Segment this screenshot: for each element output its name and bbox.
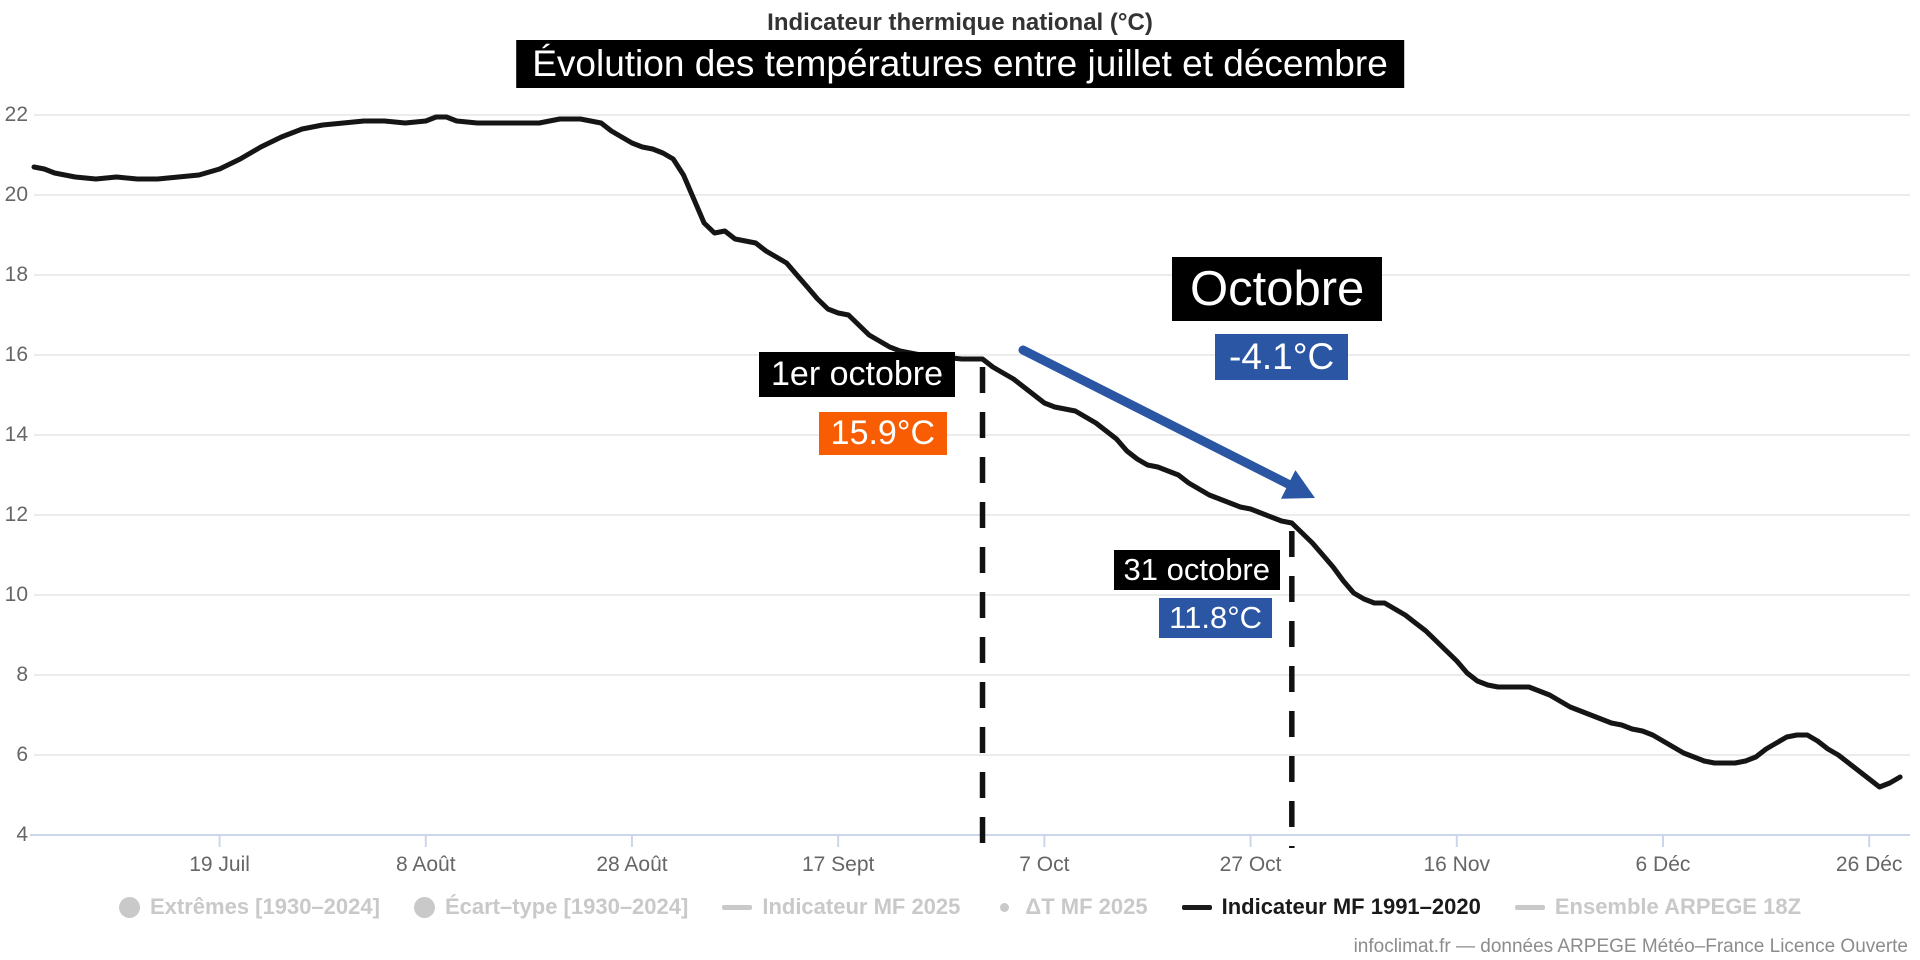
x-axis-label: 8 Août: [395, 853, 456, 876]
legend-marker-line-icon: [1181, 904, 1212, 910]
legend-item-extremes[interactable]: Extrêmes [1930–2024]: [118, 894, 380, 920]
x-axis-label: 28 Août: [596, 853, 668, 876]
legend-marker-circle-icon: [118, 896, 140, 918]
chart-title: Indicateur thermique national (°C): [767, 9, 1153, 36]
annotation-october-value: -4.1°C: [1215, 334, 1349, 380]
legend-label: Indicateur MF 2025: [762, 894, 961, 919]
y-axis-label: 20: [4, 183, 28, 206]
annotation-oct1-label: 1er octobre: [759, 352, 955, 397]
annotation-oct31-value: 11.8°C: [1159, 598, 1272, 638]
october-arrow-head: [1281, 470, 1315, 499]
y-axis-label: 22: [4, 103, 28, 126]
chart-subtitle: Évolution des températures entre juillet…: [516, 40, 1404, 88]
x-axis-label: 6 Déc: [1635, 853, 1691, 876]
october-arrow-shaft: [1018, 345, 1295, 490]
legend-label: Ensemble ARPEGE 18Z: [1554, 894, 1802, 919]
temperature-line: [31, 114, 1903, 790]
x-axis-label: 17 Sept: [801, 853, 875, 876]
x-axis-label: 7 Oct: [1019, 853, 1070, 876]
legend-marker-line-icon: [722, 904, 753, 910]
legend-label: ΔT MF 2025: [1025, 894, 1148, 919]
legend-marker-circle-icon: [413, 896, 435, 918]
y-axis-label: 14: [4, 423, 28, 446]
legend-label: Extrêmes [1930–2024]: [149, 894, 380, 919]
legend-item-delta-t-mf-2025[interactable]: ΔT MF 2025: [994, 894, 1148, 920]
y-axis-label: 4: [16, 823, 28, 846]
legend-item-ecart-type[interactable]: Écart–type [1930–2024]: [413, 894, 689, 920]
legend-item-indicateur-mf-2025[interactable]: Indicateur MF 2025: [722, 894, 960, 920]
legend-label: Écart–type [1930–2024]: [444, 894, 689, 919]
legend-marker-line-icon: [1514, 904, 1545, 910]
chart-legend: Extrêmes [1930–2024] Écart–type [1930–202…: [0, 888, 1920, 926]
legend-label: Indicateur MF 1991–2020: [1221, 894, 1481, 919]
y-axis-label: 18: [4, 263, 28, 286]
x-axis-label: 16 Nov: [1423, 853, 1491, 876]
credits-text: infoclimat.fr — données ARPEGE Météo–Fra…: [1353, 936, 1908, 957]
y-axis-label: 12: [4, 503, 28, 526]
y-axis-label: 10: [4, 583, 28, 606]
y-axis-label: 16: [4, 343, 28, 366]
legend-item-ensemble-arpege-18z[interactable]: Ensemble ARPEGE 18Z: [1514, 894, 1802, 920]
legend-item-indicateur-mf-1991-2020[interactable]: Indicateur MF 1991–2020: [1181, 894, 1481, 920]
x-axis-label: 27 Oct: [1219, 853, 1282, 876]
annotation-oct1-value: 15.9°C: [818, 412, 947, 455]
y-axis-label: 8: [16, 663, 28, 686]
annotation-oct31-label: 31 octobre: [1113, 550, 1280, 590]
annotation-october-label: Octobre: [1172, 257, 1383, 321]
y-axis-label: 6: [16, 743, 28, 766]
x-axis-label: 26 Déc: [1835, 853, 1903, 876]
legend-marker-dot-icon: [1000, 902, 1010, 912]
x-axis-label: 19 Juil: [189, 853, 250, 876]
